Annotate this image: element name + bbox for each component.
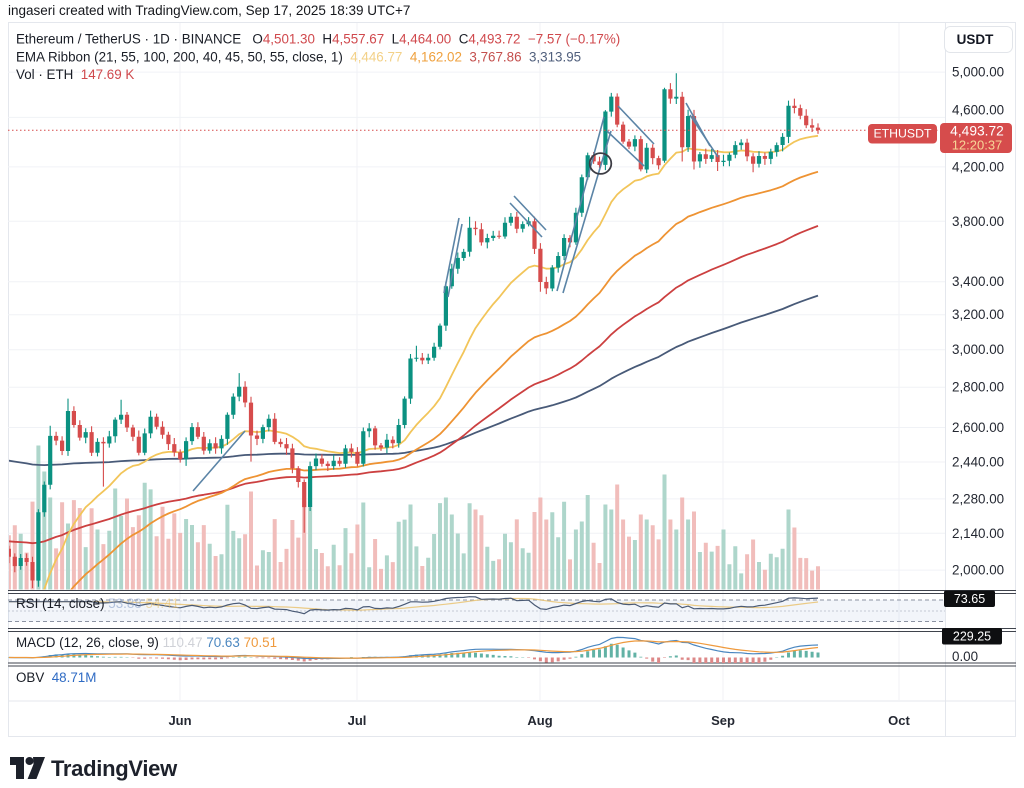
svg-text:73.65: 73.65 bbox=[954, 592, 985, 606]
svg-text:229.25: 229.25 bbox=[953, 630, 991, 644]
svg-text:0.00: 0.00 bbox=[952, 649, 978, 664]
svg-text:MACD (12, 26, close, 9) 110.47: MACD (12, 26, close, 9) 110.47 70.63 70.… bbox=[16, 635, 277, 650]
svg-text:Aug: Aug bbox=[527, 713, 552, 728]
svg-text:3,000.00: 3,000.00 bbox=[952, 342, 1004, 357]
svg-text:2,000.00: 2,000.00 bbox=[952, 563, 1004, 578]
svg-text:3,400.00: 3,400.00 bbox=[952, 274, 1004, 289]
svg-text:2,280.00: 2,280.00 bbox=[952, 491, 1004, 506]
svg-text:4,600.00: 4,600.00 bbox=[952, 103, 1004, 118]
svg-text:Oct: Oct bbox=[888, 713, 910, 728]
svg-text:EMA Ribbon (21, 55, 100, 200,: EMA Ribbon (21, 55, 100, 200, 40, 45, 50… bbox=[16, 50, 581, 65]
svg-text:2,800.00: 2,800.00 bbox=[952, 380, 1004, 395]
svg-text:Jul: Jul bbox=[348, 713, 367, 728]
svg-text:2,140.00: 2,140.00 bbox=[952, 526, 1004, 541]
svg-text:3,200.00: 3,200.00 bbox=[952, 307, 1004, 322]
svg-text:3,800.00: 3,800.00 bbox=[952, 214, 1004, 229]
svg-text:ingaseri created with TradingV: ingaseri created with TradingView.com, S… bbox=[8, 3, 410, 18]
svg-text:ETHUSDT: ETHUSDT bbox=[873, 127, 932, 141]
svg-text:Ethereum / TetherUS · 1D · BIN: Ethereum / TetherUS · 1D · BINANCE O4,50… bbox=[16, 32, 620, 47]
svg-text:2,440.00: 2,440.00 bbox=[952, 455, 1004, 470]
svg-text:Sep: Sep bbox=[711, 713, 735, 728]
svg-text:Vol · ETH 147.69 K: Vol · ETH 147.69 K bbox=[16, 67, 134, 82]
svg-text:Jun: Jun bbox=[168, 713, 191, 728]
svg-text:USDT: USDT bbox=[957, 32, 995, 47]
svg-text:4,200.00: 4,200.00 bbox=[952, 159, 1004, 174]
svg-text:5,000.00: 5,000.00 bbox=[952, 65, 1004, 80]
svg-text:RSI (14, close) 53.88 54.41: RSI (14, close) 53.88 54.41 bbox=[16, 596, 179, 611]
svg-text:OBV 48.71M: OBV 48.71M bbox=[16, 670, 96, 685]
svg-text:TradingView: TradingView bbox=[51, 756, 178, 781]
svg-text:2,600.00: 2,600.00 bbox=[952, 420, 1004, 435]
svg-text:4,493.72: 4,493.72 bbox=[950, 124, 1004, 139]
svg-text:12:20:37: 12:20:37 bbox=[952, 138, 1003, 153]
